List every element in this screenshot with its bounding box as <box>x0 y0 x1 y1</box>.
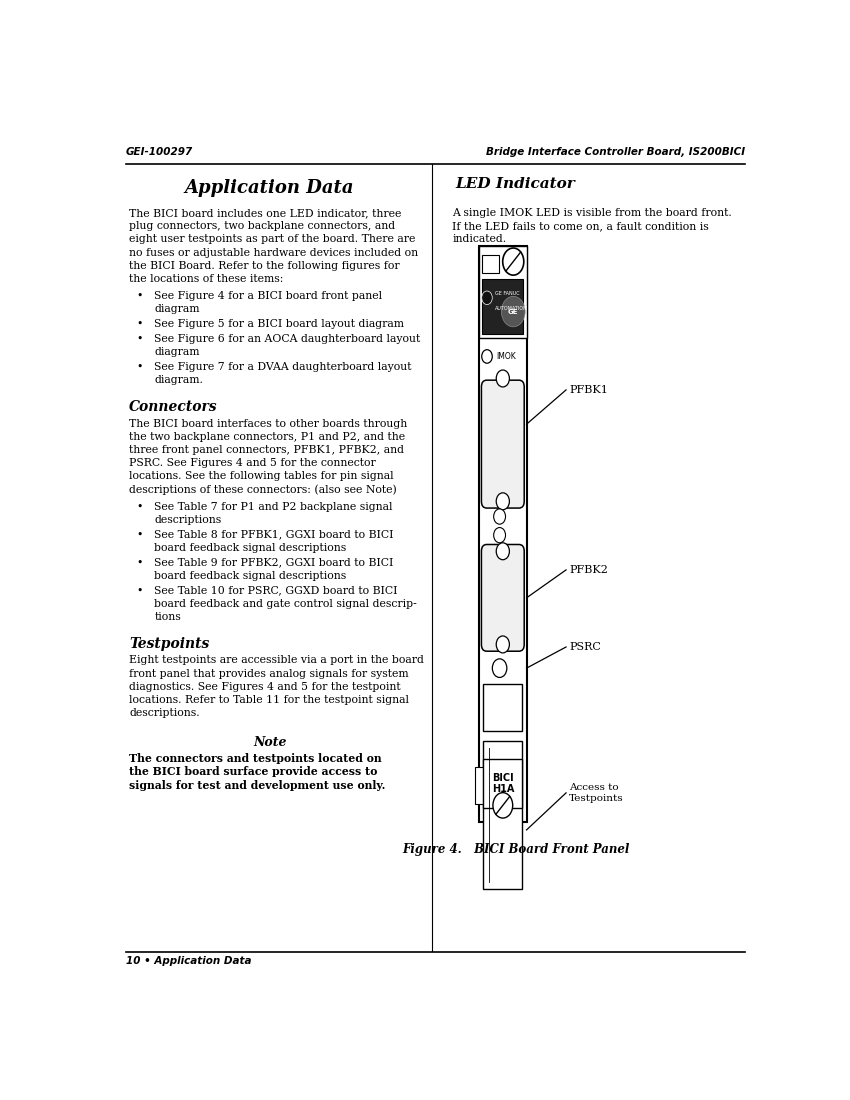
Text: LED Indicator: LED Indicator <box>456 177 575 191</box>
Circle shape <box>482 350 492 363</box>
Text: •: • <box>136 362 142 372</box>
Text: See Figure 7 for a DVAA daughterboard layout: See Figure 7 for a DVAA daughterboard la… <box>155 362 412 372</box>
Bar <box>475 767 484 804</box>
Text: board feedback signal descriptions: board feedback signal descriptions <box>155 571 347 581</box>
Circle shape <box>496 636 509 653</box>
Text: Note: Note <box>252 736 286 749</box>
FancyBboxPatch shape <box>481 381 524 508</box>
Text: diagram.: diagram. <box>155 375 203 385</box>
Text: board feedback signal descriptions: board feedback signal descriptions <box>155 542 347 553</box>
Text: •: • <box>136 319 142 329</box>
Text: descriptions of these connectors: (also see Note): descriptions of these connectors: (also … <box>129 484 397 495</box>
Text: indicated.: indicated. <box>452 234 507 244</box>
Bar <box>484 759 522 807</box>
Text: Testpoints: Testpoints <box>129 637 210 651</box>
Text: 10 • Application Data: 10 • Application Data <box>126 956 252 966</box>
Text: front panel that provides analog signals for system: front panel that provides analog signals… <box>129 669 409 679</box>
Circle shape <box>502 296 525 327</box>
Text: Figure 4.   BICI Board Front Panel: Figure 4. BICI Board Front Panel <box>402 844 630 857</box>
Text: •: • <box>136 292 142 301</box>
Text: locations. See the following tables for pin signal: locations. See the following tables for … <box>129 471 394 481</box>
Text: •: • <box>136 585 142 595</box>
Text: diagram: diagram <box>155 305 200 315</box>
Text: board feedback and gate control signal descrip-: board feedback and gate control signal d… <box>155 598 417 608</box>
Text: PSRC: PSRC <box>570 642 601 652</box>
Text: The BICI board includes one LED indicator, three: The BICI board includes one LED indicato… <box>129 208 402 218</box>
Text: GE: GE <box>508 309 518 315</box>
Text: Connectors: Connectors <box>129 400 218 414</box>
Text: no fuses or adjustable hardware devices included on: no fuses or adjustable hardware devices … <box>129 248 418 257</box>
Text: See Table 10 for PSRC, GGXD board to BICI: See Table 10 for PSRC, GGXD board to BIC… <box>155 585 398 595</box>
Text: diagnostics. See Figures 4 and 5 for the testpoint: diagnostics. See Figures 4 and 5 for the… <box>129 682 401 692</box>
Bar <box>479 246 526 823</box>
Circle shape <box>494 509 506 525</box>
Text: PSRC. See Figures 4 and 5 for the connector: PSRC. See Figures 4 and 5 for the connec… <box>129 458 376 469</box>
Bar <box>483 255 499 274</box>
Text: the two backplane connectors, P1 and P2, and the: the two backplane connectors, P1 and P2,… <box>129 432 405 442</box>
Circle shape <box>496 370 509 387</box>
Text: IMOK: IMOK <box>496 352 516 361</box>
Text: Application Data: Application Data <box>184 178 354 197</box>
Circle shape <box>492 659 507 678</box>
FancyBboxPatch shape <box>481 544 524 651</box>
Text: GEI-100297: GEI-100297 <box>126 147 193 157</box>
Text: Access to
Testpoints: Access to Testpoints <box>570 783 624 803</box>
Text: •: • <box>136 502 142 512</box>
Text: the BICI Board. Refer to the following figures for: the BICI Board. Refer to the following f… <box>129 261 400 271</box>
Circle shape <box>502 248 524 275</box>
Text: The connectors and testpoints located on: The connectors and testpoints located on <box>129 754 382 764</box>
Text: diagram: diagram <box>155 348 200 358</box>
Bar <box>484 684 522 730</box>
Text: locations. Refer to Table 11 for the testpoint signal: locations. Refer to Table 11 for the tes… <box>129 695 410 705</box>
Circle shape <box>496 542 509 560</box>
Text: PFBK1: PFBK1 <box>570 385 609 395</box>
Bar <box>484 741 522 889</box>
Bar <box>482 278 524 333</box>
Text: A single IMOK LED is visible from the board front.: A single IMOK LED is visible from the bo… <box>452 208 732 218</box>
Text: tions: tions <box>155 612 181 621</box>
Text: Eight testpoints are accessible via a port in the board: Eight testpoints are accessible via a po… <box>129 656 424 666</box>
Text: plug connectors, two backplane connectors, and: plug connectors, two backplane connector… <box>129 221 395 231</box>
Circle shape <box>496 493 509 509</box>
Text: See Figure 6 for an AOCA daughterboard layout: See Figure 6 for an AOCA daughterboard l… <box>155 334 421 344</box>
Text: See Figure 5 for a BICI board layout diagram: See Figure 5 for a BICI board layout dia… <box>155 319 405 329</box>
Text: The BICI board interfaces to other boards through: The BICI board interfaces to other board… <box>129 419 407 429</box>
Circle shape <box>493 793 513 818</box>
Text: If the LED fails to come on, a fault condition is: If the LED fails to come on, a fault con… <box>452 221 709 231</box>
Text: the BICI board surface provide access to: the BICI board surface provide access to <box>129 767 377 778</box>
Text: GE FANUC: GE FANUC <box>495 292 519 296</box>
Text: •: • <box>136 530 142 540</box>
Text: •: • <box>136 334 142 344</box>
Text: AUTOMATION: AUTOMATION <box>495 306 528 311</box>
Circle shape <box>494 528 506 542</box>
Text: See Table 8 for PFBK1, GGXI board to BICI: See Table 8 for PFBK1, GGXI board to BIC… <box>155 530 394 540</box>
Text: PFBK2: PFBK2 <box>570 565 609 575</box>
Text: descriptions.: descriptions. <box>129 708 200 718</box>
Text: See Table 9 for PFBK2, GGXI board to BICI: See Table 9 for PFBK2, GGXI board to BIC… <box>155 558 394 568</box>
Text: BICI
H1A: BICI H1A <box>491 772 514 794</box>
Bar <box>479 246 526 338</box>
Text: See Table 7 for P1 and P2 backplane signal: See Table 7 for P1 and P2 backplane sign… <box>155 502 393 512</box>
Text: See Figure 4 for a BICI board front panel: See Figure 4 for a BICI board front pane… <box>155 292 382 301</box>
Circle shape <box>482 292 492 305</box>
Text: the locations of these items:: the locations of these items: <box>129 274 284 284</box>
Text: •: • <box>136 558 142 568</box>
Text: descriptions: descriptions <box>155 515 222 525</box>
Text: eight user testpoints as part of the board. There are: eight user testpoints as part of the boa… <box>129 234 416 244</box>
Text: signals for test and development use only.: signals for test and development use onl… <box>129 780 386 791</box>
Text: Bridge Interface Controller Board, IS200BICI: Bridge Interface Controller Board, IS200… <box>486 147 745 157</box>
Text: three front panel connectors, PFBK1, PFBK2, and: three front panel connectors, PFBK1, PFB… <box>129 446 405 455</box>
